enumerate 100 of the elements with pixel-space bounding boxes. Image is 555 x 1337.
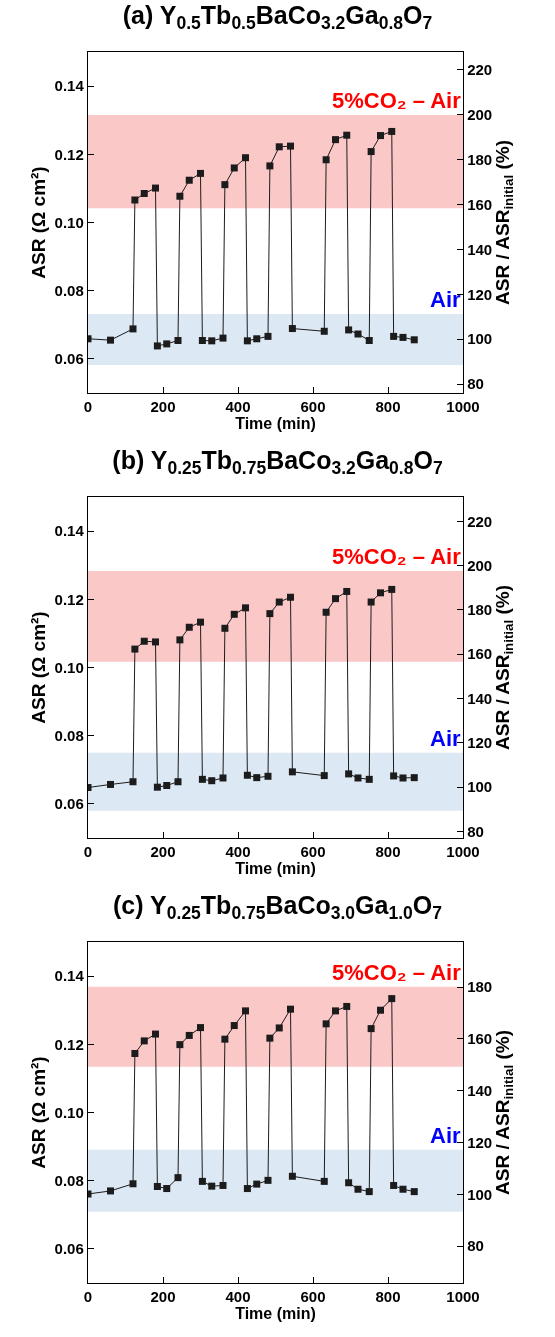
point <box>185 1031 193 1039</box>
point <box>320 772 328 780</box>
point <box>129 1180 137 1188</box>
point <box>208 337 216 345</box>
chart-title: (a) Y$_{0.5}$Tb$_{0.5}$BaCo$_{3.2}$Ga$_{0.8}$O$_{7}$ <box>122 1 433 34</box>
point <box>219 334 227 342</box>
y2-tick-label: 80 <box>467 1237 484 1255</box>
chart-title: (b) Y$_{0.25}$Tb$_{0.75}$BaCo$_{3.2}$Ga$_{0.8}$O$_{7}$ <box>112 446 443 479</box>
x-tick-label: 200 <box>150 1288 176 1306</box>
point <box>153 783 161 791</box>
point <box>354 1185 362 1193</box>
band-label: 5%CO₂ – Air <box>332 88 462 113</box>
point <box>197 1024 204 1032</box>
point <box>219 774 227 782</box>
y-tick-label: 0.10 <box>54 213 84 231</box>
x-axis-title: Time (min) <box>235 415 316 433</box>
point <box>140 190 148 198</box>
point <box>320 327 328 335</box>
band-label: 5%CO₂ – Air <box>332 544 462 569</box>
y2-tick-label: 120 <box>467 285 493 303</box>
point <box>275 598 283 606</box>
y2-tick-label: 200 <box>467 556 493 574</box>
point <box>197 618 204 626</box>
y2-tick-label: 160 <box>467 195 493 213</box>
point <box>198 336 206 344</box>
x-tick-label: 0 <box>83 398 93 416</box>
y2-tick-label: 220 <box>467 61 493 79</box>
x-tick-label: 0 <box>83 1288 93 1306</box>
point <box>332 136 339 144</box>
x-tick-label: 200 <box>150 398 176 416</box>
y2-tick-label: 160 <box>467 1030 493 1048</box>
x-tick-label: 400 <box>225 1288 251 1306</box>
point <box>354 330 362 338</box>
point <box>174 336 182 344</box>
y2-tick-label: 100 <box>467 778 493 796</box>
y-tick-label: 0.12 <box>54 590 84 608</box>
point <box>264 772 272 780</box>
point <box>275 1024 283 1032</box>
y2-tick-label: 100 <box>467 330 493 348</box>
y2-tick-label: 80 <box>467 822 484 840</box>
x-tick-label: 400 <box>225 843 251 861</box>
y2-tick-label: 120 <box>467 734 493 752</box>
point <box>131 645 139 653</box>
point <box>243 1185 251 1193</box>
y-axis-title: ASR (Ω cm²) <box>27 1056 49 1169</box>
y2-tick-label: 140 <box>467 1081 493 1099</box>
y-axis-title: ASR (Ω cm²) <box>27 611 49 724</box>
point <box>322 156 330 164</box>
point <box>253 1180 261 1188</box>
point <box>367 1025 375 1033</box>
band-label: Air <box>430 726 461 751</box>
y2-tick-label: 140 <box>467 689 493 707</box>
point <box>345 1179 353 1187</box>
x-tick-label: 200 <box>150 843 176 861</box>
y-tick-label: 0.14 <box>54 522 85 540</box>
band-label: Air <box>430 1123 461 1148</box>
point <box>174 778 182 786</box>
point <box>332 1007 339 1015</box>
point <box>365 336 373 344</box>
point <box>185 176 193 184</box>
band-label: Air <box>430 287 461 312</box>
point <box>174 1174 182 1182</box>
point <box>399 1185 407 1193</box>
point <box>219 1181 227 1189</box>
x-tick-label: 1000 <box>446 843 480 861</box>
point <box>322 1020 330 1028</box>
band-label: 5%CO₂ – Air <box>332 960 462 985</box>
y-tick-label: 0.14 <box>54 77 85 95</box>
point <box>163 1185 171 1193</box>
point <box>253 335 261 343</box>
point <box>107 1187 114 1195</box>
y2-tick-label: 200 <box>467 106 493 124</box>
point <box>377 132 384 140</box>
point <box>242 154 249 162</box>
point <box>152 184 159 192</box>
point <box>176 1041 184 1049</box>
point <box>208 777 216 785</box>
point <box>131 1050 139 1058</box>
point <box>264 1176 272 1184</box>
point <box>163 340 171 348</box>
x-axis-title: Time (min) <box>235 1305 316 1323</box>
y-tick-label: 0.12 <box>54 145 84 163</box>
y2-tick-label: 180 <box>467 601 493 619</box>
point <box>107 336 114 344</box>
y-tick-label: 0.12 <box>54 1035 84 1053</box>
point <box>253 774 261 782</box>
point <box>343 131 351 139</box>
point <box>410 336 418 344</box>
x-tick-label: 600 <box>300 1288 326 1306</box>
x-tick-label: 1000 <box>446 1288 480 1306</box>
point <box>221 624 229 632</box>
point <box>153 342 161 350</box>
point <box>367 148 375 156</box>
y2-tick-label: 220 <box>467 512 493 530</box>
point <box>365 775 373 783</box>
point <box>266 610 274 618</box>
point <box>230 1022 238 1030</box>
y2-tick-label: 120 <box>467 1133 493 1151</box>
x-tick-label: 0 <box>83 843 93 861</box>
point <box>129 325 137 333</box>
